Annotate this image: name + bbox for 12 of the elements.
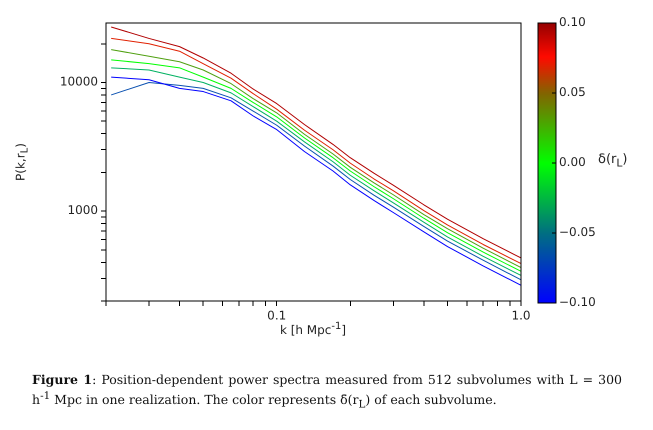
x-tick-label: 1.0 — [511, 308, 531, 322]
y-tick-label: 10000 — [60, 74, 98, 89]
color-bar-label: 0.00 — [559, 155, 586, 170]
y-tick-label: 1000 — [67, 203, 98, 218]
color-bar-title: δ(r$_{L}$) — [598, 152, 628, 170]
text: Figure 1: Position-dependent power spectra measured from 512 subvolumes with L = 300 h$^{-1}$ Mpc in one realization. The color represents δ̄(r$_{L}$) of each subvolume. — [32, 372, 622, 411]
x-tick-label: 0.1 — [267, 308, 286, 322]
color-bar-label: 0.05 — [559, 85, 586, 100]
color-bar-label: −0.05 — [559, 225, 596, 240]
color-bar-label: −0.10 — [559, 295, 596, 310]
color-bar-label: 0.10 — [559, 15, 586, 30]
x-axis-title: k [h Mpc$^{-1}$] — [280, 321, 346, 337]
